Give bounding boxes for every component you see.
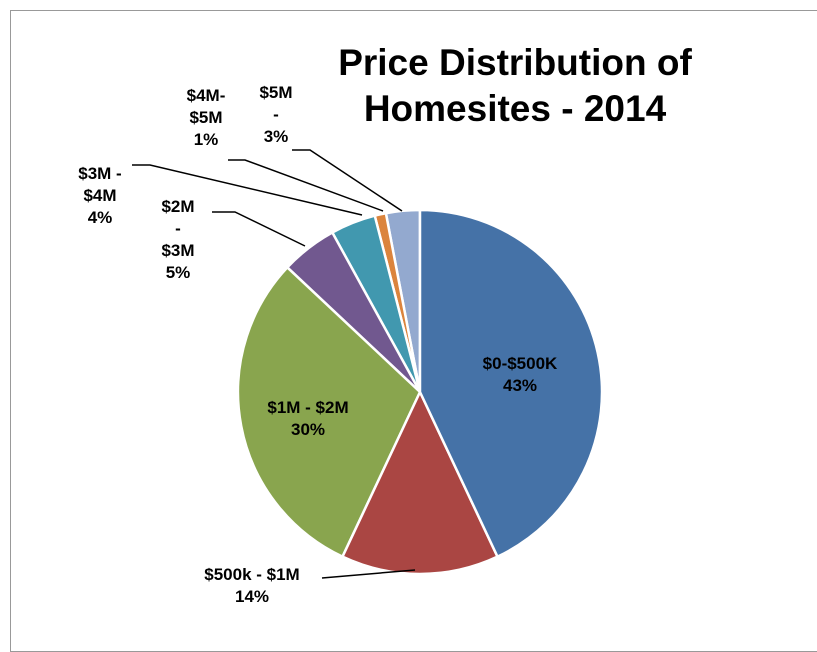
pie-area: [132, 149, 604, 579]
chart: Price Distribution of Homesites - 2014 $…: [10, 10, 817, 652]
pie-slice: [340, 389, 500, 576]
category-label: $1M - $2M: [267, 398, 349, 417]
value-label: 3%: [263, 127, 289, 146]
chart-title: Price Distribution of Homesites - 2014: [338, 42, 692, 129]
leader-line: [321, 569, 416, 579]
leader-line: [212, 211, 306, 247]
category-label: $4M-$5M: [186, 86, 226, 127]
value-label: 43%: [502, 376, 538, 395]
slice-label: $5M - 3%: [255, 82, 297, 148]
pie-slice: [236, 265, 422, 559]
value-label: 4%: [87, 208, 113, 227]
value-label: 14%: [234, 587, 270, 606]
slice-label: $2M - $3M 5%: [157, 196, 199, 284]
slice-label: $3M - $4M 4%: [76, 163, 124, 229]
category-label: $2M - $3M: [161, 197, 195, 260]
category-label: $3M - $4M: [78, 164, 122, 205]
slice-label: $1M - $2M 30%: [243, 397, 373, 441]
leader-lines: [132, 149, 416, 579]
value-label: 1%: [193, 130, 219, 149]
slice-label: $0-$500K 43%: [465, 353, 575, 397]
pie-slice: [418, 208, 604, 559]
leader-line: [292, 149, 403, 212]
value-label: 5%: [165, 263, 191, 282]
slice-label: $500k - $1M 14%: [177, 564, 327, 608]
value-label: 30%: [290, 420, 326, 439]
category-label: $500k - $1M: [204, 565, 300, 584]
slice-label: $4M-$5M 1%: [185, 85, 227, 151]
category-label: $5M -: [259, 83, 293, 124]
leader-line: [228, 159, 384, 212]
category-label: $0-$500K: [482, 354, 558, 373]
leader-line: [132, 164, 363, 216]
